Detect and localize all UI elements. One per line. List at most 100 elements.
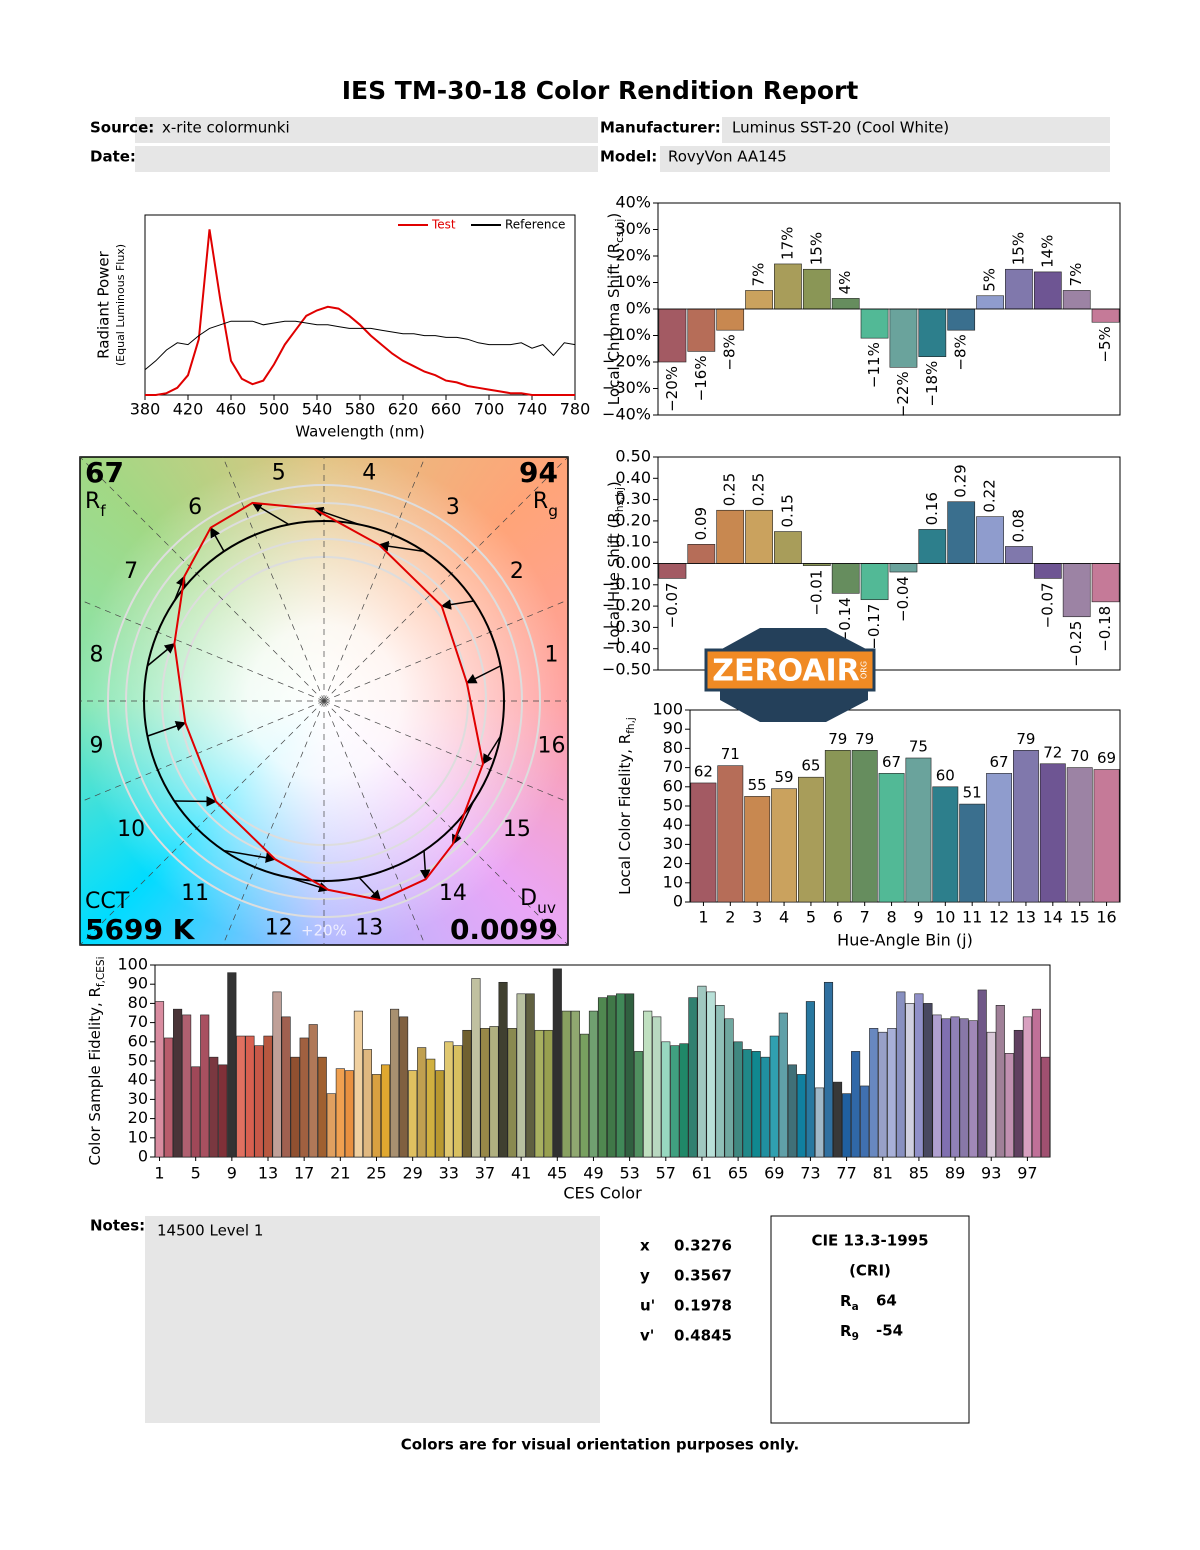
bin-boundary xyxy=(79,700,325,946)
bar xyxy=(1013,750,1039,903)
value-label: 72 xyxy=(1043,743,1062,761)
bar xyxy=(842,1093,852,1158)
x-tick-label: 93 xyxy=(981,1164,1001,1183)
footer: Colors are for visual orientation purpos… xyxy=(401,1436,800,1454)
x-tick-label: 41 xyxy=(511,1164,531,1183)
bar xyxy=(371,1074,382,1158)
value-label: 7% xyxy=(1067,263,1085,287)
y-tick-label: 60 xyxy=(663,776,683,795)
shift-arrow xyxy=(312,506,360,526)
y-tick-label: 0.20 xyxy=(615,510,651,529)
bin-label: 14 xyxy=(439,881,467,906)
y-axis-title: (Equal Luminous Flux) xyxy=(114,244,127,366)
y-tick-label: −0.40 xyxy=(602,638,651,657)
value-label: 55 xyxy=(748,776,767,794)
y-tick-label: 40% xyxy=(615,193,651,212)
shift-arrow xyxy=(440,599,474,610)
field-label: Date: xyxy=(90,148,136,166)
bar xyxy=(905,757,932,903)
bar xyxy=(263,1035,273,1158)
series-line xyxy=(145,229,575,396)
rf-label-part: f xyxy=(100,502,106,520)
bin-label: 12 xyxy=(265,916,293,941)
bar xyxy=(959,803,986,903)
bar xyxy=(688,997,698,1158)
coord-value: 0.4845 xyxy=(674,1327,732,1345)
bar xyxy=(471,978,481,1158)
value-label: −18% xyxy=(923,361,941,407)
value-label: 69 xyxy=(1097,749,1116,767)
bar xyxy=(606,995,617,1158)
bar xyxy=(245,1035,255,1158)
value-label: −0.14 xyxy=(836,597,854,643)
bar xyxy=(716,509,745,564)
bin-label: 15 xyxy=(503,817,531,842)
bar xyxy=(995,1005,1005,1158)
bar xyxy=(896,991,906,1158)
y-tick-label: 30% xyxy=(615,219,651,238)
bar xyxy=(918,308,947,358)
bar xyxy=(658,308,687,363)
field-value: Luminus SST-20 (Cool White) xyxy=(732,119,949,137)
value-label: 67 xyxy=(882,753,901,771)
y-tick-label: −30% xyxy=(602,378,651,397)
rg-value: 94 xyxy=(519,456,558,489)
bar xyxy=(597,997,608,1158)
y-axis-title-part: Color Sample Fidelity, R xyxy=(86,987,104,1165)
report-title: IES TM-30-18 Color Rendition Report xyxy=(342,76,859,105)
bin-boundary xyxy=(222,456,325,702)
cri-subtitle: (CRI) xyxy=(849,1262,891,1280)
value-label: −0.25 xyxy=(1067,621,1085,667)
x-tick-label: 1 xyxy=(698,908,708,927)
x-tick-label: 73 xyxy=(800,1164,820,1183)
value-label: −16% xyxy=(692,355,710,401)
x-tick-label: 15 xyxy=(1070,908,1090,927)
coord-label: x xyxy=(640,1237,650,1255)
y-axis-title: Local Chroma Shift (Rcs,hj) xyxy=(605,213,627,405)
bin-label: 3 xyxy=(446,495,460,520)
bar xyxy=(715,1005,725,1158)
bar xyxy=(154,1001,165,1158)
bar xyxy=(687,308,716,352)
x-tick-label: 2 xyxy=(725,908,735,927)
value-label: 67 xyxy=(990,753,1009,771)
y-tick-label: 10 xyxy=(128,1127,148,1146)
value-label: 59 xyxy=(775,768,794,786)
bar xyxy=(1013,1029,1023,1158)
bar xyxy=(742,1049,752,1158)
value-label: −5% xyxy=(1096,326,1114,362)
bar xyxy=(831,563,860,594)
bar xyxy=(760,1056,770,1158)
x-tick-label: 700 xyxy=(474,400,505,419)
bar xyxy=(744,796,771,903)
value-label: 65 xyxy=(801,757,820,775)
y-tick-label: 50 xyxy=(663,796,683,815)
bin-label: 11 xyxy=(181,881,209,906)
bar xyxy=(805,1001,815,1158)
bar xyxy=(408,1070,418,1158)
value-label: 4% xyxy=(836,271,854,295)
bar xyxy=(947,308,976,331)
notes-box xyxy=(145,1216,600,1423)
bar xyxy=(733,1041,743,1158)
value-label: −8% xyxy=(721,334,739,370)
bar xyxy=(480,1028,490,1158)
bar xyxy=(399,1016,409,1158)
bar xyxy=(950,1016,960,1158)
bar xyxy=(923,1003,933,1158)
cct-label: CCT xyxy=(85,889,130,914)
value-label: 15% xyxy=(807,232,825,265)
bar xyxy=(281,1016,291,1158)
plot-frame xyxy=(144,214,576,396)
value-label: 0.08 xyxy=(1009,509,1027,542)
bin-label: 8 xyxy=(89,643,103,668)
bar xyxy=(889,308,918,368)
value-label: 0.25 xyxy=(721,473,739,506)
value-label: 60 xyxy=(936,766,955,784)
value-label: 71 xyxy=(721,745,740,763)
y-tick-label: 90 xyxy=(128,974,148,993)
bar xyxy=(236,1035,246,1158)
bin-label: 2 xyxy=(510,559,524,584)
cri-index-label: Ra xyxy=(840,1292,859,1314)
